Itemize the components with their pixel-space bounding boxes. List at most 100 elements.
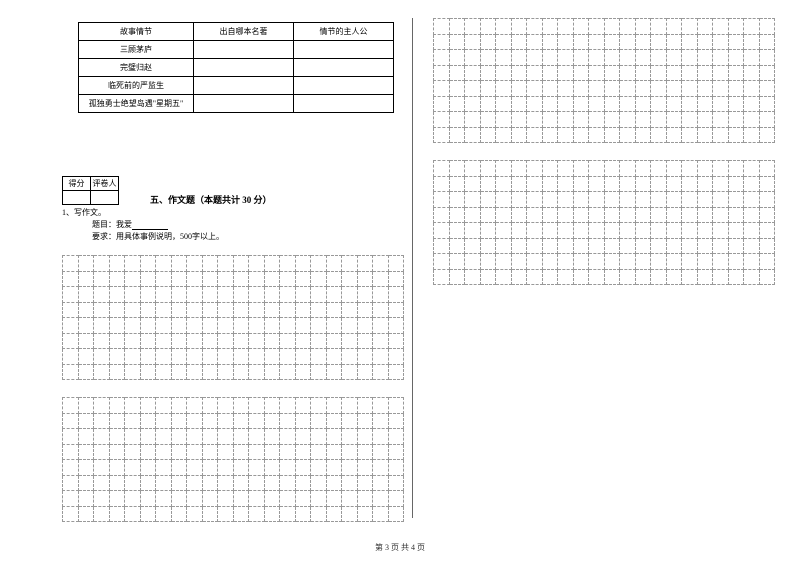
grid-cell[interactable] (171, 364, 187, 380)
grid-cell[interactable] (465, 254, 481, 270)
grid-cell[interactable] (202, 333, 218, 349)
grid-cell[interactable] (728, 238, 744, 254)
grid-cell[interactable] (187, 460, 203, 476)
grid-cell[interactable] (542, 81, 558, 97)
grid-cell[interactable] (635, 161, 651, 177)
grid-cell[interactable] (465, 269, 481, 285)
grid-cell[interactable] (496, 269, 512, 285)
grid-cell[interactable] (728, 192, 744, 208)
grid-cell[interactable] (635, 223, 651, 239)
grid-cell[interactable] (326, 287, 342, 303)
grid-cell[interactable] (280, 364, 296, 380)
grid-cell[interactable] (140, 429, 156, 445)
grid-cell[interactable] (109, 475, 125, 491)
grid-cell[interactable] (373, 429, 389, 445)
grid-cell[interactable] (218, 444, 234, 460)
grid-cell[interactable] (109, 413, 125, 429)
grid-cell[interactable] (233, 271, 249, 287)
grid-cell[interactable] (342, 413, 358, 429)
writing-grid[interactable] (62, 255, 404, 380)
grid-cell[interactable] (728, 81, 744, 97)
grid-cell[interactable] (171, 506, 187, 522)
grid-cell[interactable] (511, 81, 527, 97)
grid-cell[interactable] (295, 506, 311, 522)
grid-cell[interactable] (713, 50, 729, 66)
grid-cell[interactable] (759, 112, 775, 128)
grid-cell[interactable] (465, 81, 481, 97)
grid-cell[interactable] (728, 176, 744, 192)
grid-cell[interactable] (697, 192, 713, 208)
grid-cell[interactable] (682, 238, 698, 254)
grid-cell[interactable] (264, 287, 280, 303)
grid-cell[interactable] (218, 287, 234, 303)
grid-cell[interactable] (78, 506, 94, 522)
grid-cell[interactable] (125, 364, 141, 380)
grid-cell[interactable] (342, 302, 358, 318)
grid-cell[interactable] (496, 176, 512, 192)
grid-cell[interactable] (373, 475, 389, 491)
grid-cell[interactable] (233, 444, 249, 460)
grid-cell[interactable] (666, 207, 682, 223)
grid-cell[interactable] (94, 413, 110, 429)
grid-cell[interactable] (558, 254, 574, 270)
grid-cell[interactable] (264, 333, 280, 349)
grid-cell[interactable] (434, 65, 450, 81)
grid-cell[interactable] (295, 429, 311, 445)
grid-cell[interactable] (589, 34, 605, 50)
grid-cell[interactable] (326, 475, 342, 491)
grid-cell[interactable] (620, 96, 636, 112)
grid-cell[interactable] (759, 127, 775, 143)
grid-cell[interactable] (109, 287, 125, 303)
grid-cell[interactable] (187, 429, 203, 445)
grid-cell[interactable] (713, 65, 729, 81)
grid-cell[interactable] (125, 506, 141, 522)
grid-cell[interactable] (357, 413, 373, 429)
grid-cell[interactable] (542, 112, 558, 128)
grid-cell[interactable] (713, 238, 729, 254)
grid-cell[interactable] (511, 192, 527, 208)
grid-cell[interactable] (651, 50, 667, 66)
grid-cell[interactable] (434, 127, 450, 143)
grid-cell[interactable] (511, 254, 527, 270)
score-cell[interactable] (63, 191, 91, 205)
grid-cell[interactable] (388, 364, 404, 380)
grid-cell[interactable] (326, 398, 342, 414)
grid-cell[interactable] (558, 176, 574, 192)
grid-cell[interactable] (218, 491, 234, 507)
grid-cell[interactable] (666, 34, 682, 50)
grid-cell[interactable] (589, 96, 605, 112)
grid-cell[interactable] (511, 96, 527, 112)
grid-cell[interactable] (295, 333, 311, 349)
grid-cell[interactable] (635, 112, 651, 128)
grid-cell[interactable] (233, 318, 249, 334)
grid-cell[interactable] (342, 364, 358, 380)
grid-cell[interactable] (744, 223, 760, 239)
grid-cell[interactable] (249, 364, 265, 380)
grid-cell[interactable] (573, 269, 589, 285)
grid-cell[interactable] (326, 506, 342, 522)
grid-cell[interactable] (373, 256, 389, 272)
grid-cell[interactable] (573, 161, 589, 177)
grid-cell[interactable] (187, 256, 203, 272)
grid-cell[interactable] (388, 444, 404, 460)
grid-cell[interactable] (496, 112, 512, 128)
grid-cell[interactable] (109, 398, 125, 414)
grid-cell[interactable] (373, 287, 389, 303)
grid-cell[interactable] (187, 287, 203, 303)
grid-cell[interactable] (728, 161, 744, 177)
grid-cell[interactable] (573, 96, 589, 112)
grid-cell[interactable] (573, 254, 589, 270)
grid-cell[interactable] (620, 238, 636, 254)
grid-cell[interactable] (78, 349, 94, 365)
grid-cell[interactable] (264, 491, 280, 507)
grid-cell[interactable] (280, 429, 296, 445)
grid-cell[interactable] (156, 398, 172, 414)
grid-cell[interactable] (480, 223, 496, 239)
grid-cell[interactable] (527, 176, 543, 192)
grid-cell[interactable] (264, 444, 280, 460)
grid-cell[interactable] (109, 364, 125, 380)
grid-cell[interactable] (651, 127, 667, 143)
grid-cell[interactable] (280, 413, 296, 429)
grid-cell[interactable] (713, 207, 729, 223)
grid-cell[interactable] (744, 192, 760, 208)
